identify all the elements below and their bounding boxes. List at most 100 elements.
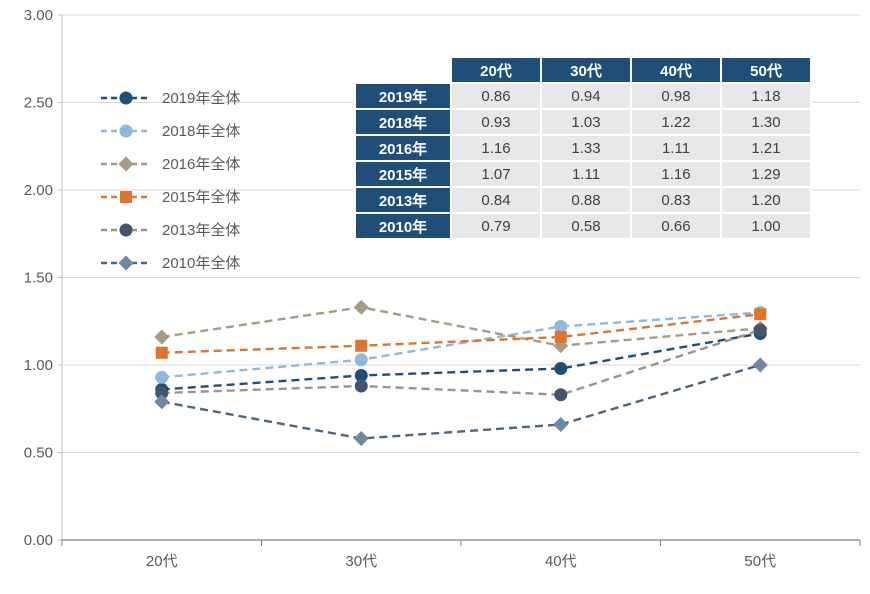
table-row: 2010年 0.79 0.58 0.66 1.00 [354,212,812,240]
legend-item-2016: 2016年全体 [100,153,240,174]
chart-legend: 2019年全体 2018年全体 2016年全体 2015年全体 2013年全体 2010年… [100,87,240,273]
legend-item-2019: 2019年全体 [100,87,240,108]
table-cell: 0.93 [450,108,542,136]
legend-key-icon [101,91,151,104]
legend-key-icon [101,223,151,236]
data-table: 20代 30代 40代 50代 2019年 0.86 0.94 0.98 1.18 2018年 0.… [354,56,812,240]
series-line-2019 [161,332,761,391]
table-col-header: 20代 [450,56,542,84]
table-cell: 1.18 [720,82,812,110]
y-axis-label: 1.00 [24,357,53,374]
table-cell: 0.83 [630,186,722,214]
table-cell: 1.21 [720,134,812,162]
table-row-label: 2015年 [354,160,452,188]
data-point [118,255,134,270]
y-axis-label: 0.00 [24,532,53,549]
table-cell: 1.03 [540,108,632,136]
table-cell: 1.16 [450,134,542,162]
table-row-label: 2018年 [354,108,452,136]
x-axis-label: 50代 [744,553,776,570]
data-point [353,431,369,446]
series-line-2015 [161,313,761,354]
legend-item-2015: 2015年全体 [100,186,240,207]
data-point [119,223,133,236]
table-row-label: 2010年 [354,212,452,240]
legend-item-2010: 2010年全体 [100,252,240,273]
data-point [554,388,568,402]
data-point [354,369,368,382]
table-row: 2013年 0.84 0.88 0.83 1.20 [354,186,812,214]
y-axis-label: 3.00 [24,7,53,24]
table-row: 2015年 1.07 1.11 1.16 1.29 [354,160,812,188]
y-axis-label: 2.50 [24,95,53,112]
data-point [354,379,368,393]
series-line-2013 [161,328,761,396]
data-point [119,124,133,137]
data-table-wrap: 20代 30代 40代 50代 2019年 0.86 0.94 0.98 1.18 2018年 0.… [354,56,812,240]
table-cell: 0.58 [540,212,632,240]
legend-key-icon [101,190,151,203]
legend-label: 2018年全体 [162,123,241,140]
table-cell: 1.20 [720,186,812,214]
data-point [154,394,170,410]
table-cell: 0.88 [540,186,632,214]
legend-label: 2019年全体 [162,90,241,107]
series-line-2010 [161,363,761,440]
data-point [154,329,170,345]
table-col-header: 40代 [630,56,722,84]
legend-key-icon [101,156,151,171]
x-axis-label: 40代 [545,553,577,570]
data-point [119,91,133,104]
table-row-label: 2019年 [354,82,452,110]
table-cell: 1.22 [630,108,722,136]
table-row: 2018年 0.93 1.03 1.22 1.30 [354,108,812,136]
y-axis-label: 0.50 [24,445,53,462]
table-cell: 1.07 [450,160,542,188]
data-point [118,156,134,171]
x-axis-label: 20代 [146,553,178,570]
table-corner-cell [355,57,451,83]
data-point [120,190,132,203]
table-cell: 1.16 [630,160,722,188]
table-cell: 1.00 [720,212,812,240]
table-row-label: 2016年 [354,134,452,162]
table-cell: 0.79 [450,212,542,240]
table-header-row: 20代 30代 40代 50代 [355,56,812,84]
table-cell: 1.30 [720,108,812,136]
data-point [554,320,568,333]
legend-label: 2013年全体 [162,222,241,239]
legend-item-2013: 2013年全体 [100,219,240,240]
series-line-2018 [161,311,761,379]
table-cell: 1.11 [540,160,632,188]
y-axis-label: 2.00 [24,182,53,199]
legend-label: 2016年全体 [162,156,241,173]
table-cell: 0.94 [540,82,632,110]
legend-key-icon [101,255,151,270]
data-point [553,417,569,432]
data-point [353,299,369,315]
data-point [754,308,767,321]
table-col-header: 30代 [540,56,632,84]
data-point [155,370,169,384]
legend-label: 2015年全体 [162,189,241,206]
data-point [155,346,168,359]
legend-item-2018: 2018年全体 [100,120,240,141]
table-row-label: 2013年 [354,186,452,214]
table-cell: 1.29 [720,160,812,188]
table-cell: 0.98 [630,82,722,110]
table-cell: 0.84 [450,186,542,214]
legend-label: 2010年全体 [162,255,241,272]
data-point [554,331,567,343]
data-point [355,339,368,352]
table-cell: 1.11 [630,134,722,162]
table-cell: 0.66 [630,212,722,240]
x-axis-label: 30代 [345,553,377,570]
data-point [752,357,768,373]
legend-key-icon [101,124,151,137]
data-point [753,323,767,337]
table-cell: 1.33 [540,134,632,162]
series-line-2016 [161,306,761,347]
table-row: 2019年 0.86 0.94 0.98 1.18 [354,82,812,110]
